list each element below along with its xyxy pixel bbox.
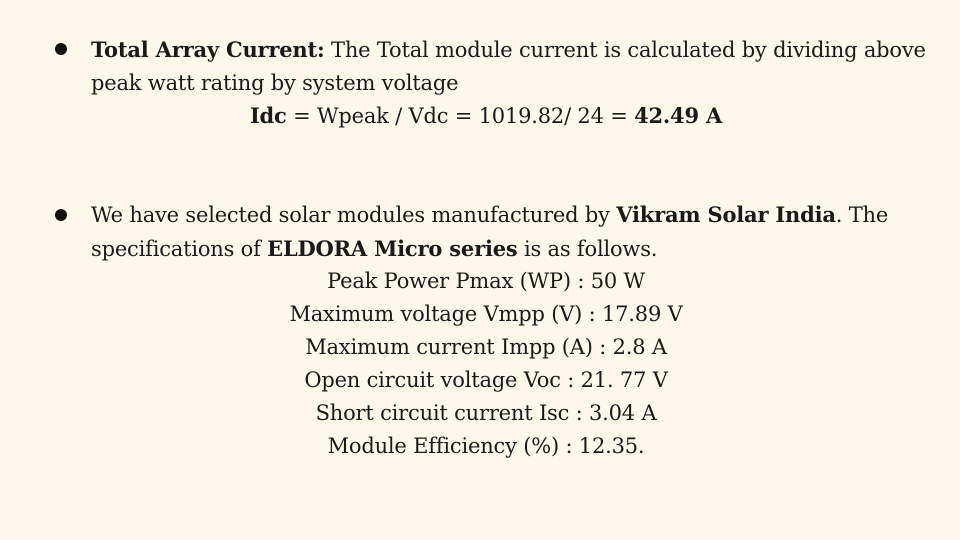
bullet-label: Total Array Current:	[91, 37, 325, 62]
spec-item-max-current: Maximum current Impp (A) : 2.8 A	[305, 335, 667, 359]
spec-item-module-efficiency: Module Efficiency (%) : 12.35.	[327, 434, 645, 458]
spec-item-short-circuit-current: Short circuit current Isc : 3.04 A	[315, 401, 657, 425]
closing-text: is as follows.	[517, 237, 658, 261]
formula-result: 42.49 A	[634, 103, 723, 128]
bullet-paragraph: Total Array Current: The Total module cu…	[91, 33, 931, 100]
formula-lhs: Idc	[249, 103, 287, 128]
bullet-dot-icon	[55, 209, 67, 221]
bullet-dot-icon	[55, 43, 67, 55]
middle-text: . The specifications of	[91, 203, 889, 261]
spec-item-max-voltage: Maximum voltage Vmpp (V) : 17.89 V	[289, 302, 683, 326]
series-name: ELDORA Micro series	[267, 236, 518, 261]
spec-item-peak-power: Peak Power Pmax (WP) : 50 W	[327, 269, 645, 293]
manufacturer-name: Vikram Solar India	[616, 202, 836, 227]
intro-text: We have selected solar modules manufactu…	[91, 203, 617, 227]
formula-line: Idc = Wpeak / Vdc = 1019.82/ 24 = 42.49 …	[91, 99, 881, 133]
spec-item-open-circuit-voltage: Open circuit voltage Voc : 21. 77 V	[304, 368, 668, 392]
bullet-paragraph: We have selected solar modules manufactu…	[91, 198, 931, 266]
bullet-text: The Total module current is calculated b…	[91, 38, 926, 95]
formula-expression: = Wpeak / Vdc = 1019.82/ 24 =	[286, 104, 635, 128]
spec-list: Peak Power Pmax (WP) : 50 W Maximum volt…	[91, 265, 881, 463]
